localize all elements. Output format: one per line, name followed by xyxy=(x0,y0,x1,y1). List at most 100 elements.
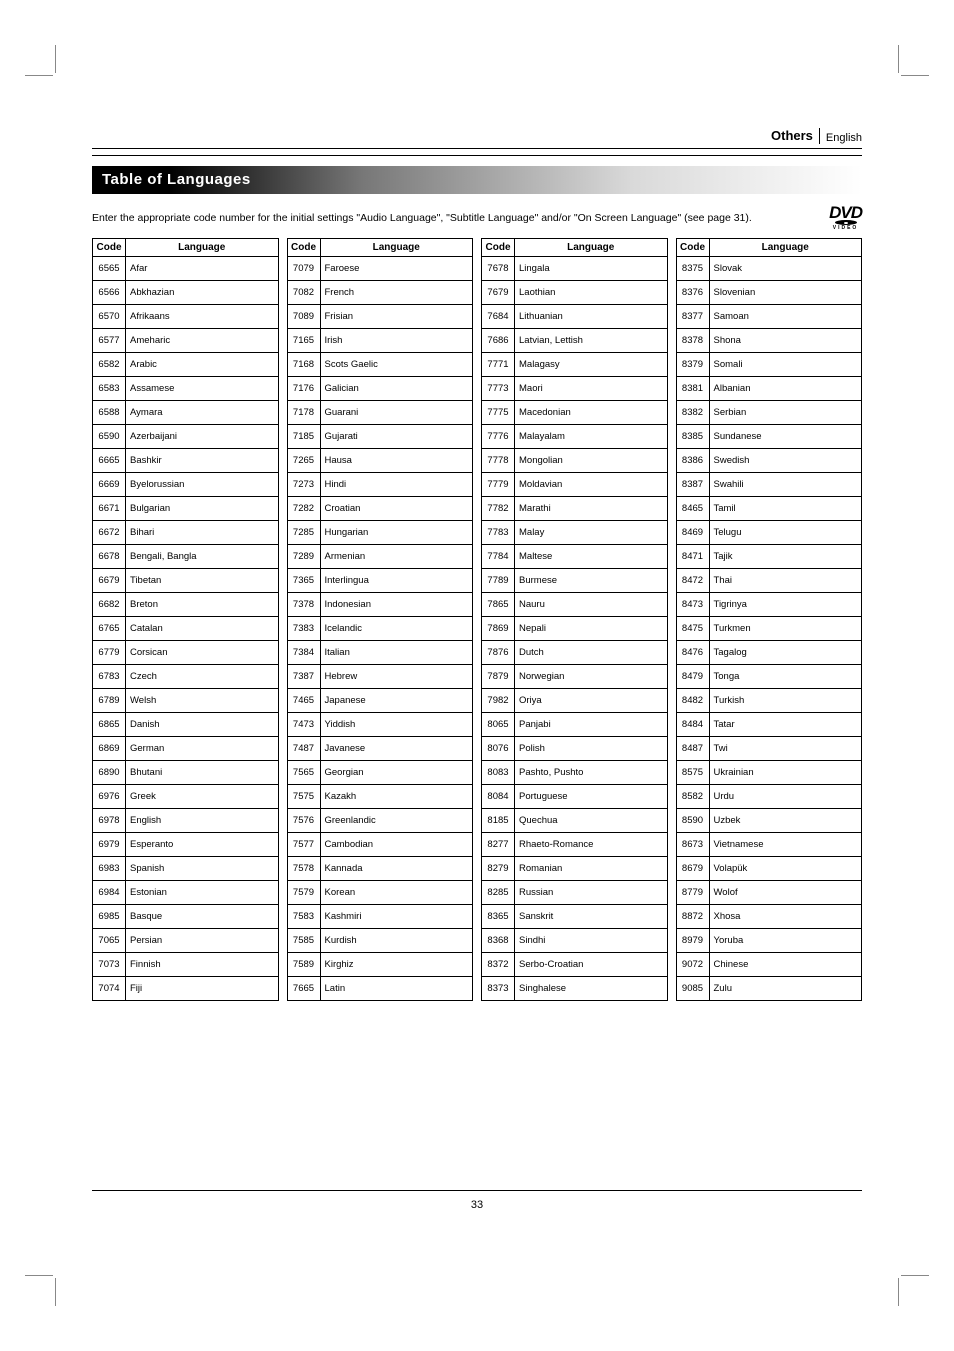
language-cell: Tagalog xyxy=(709,640,862,664)
code-cell: 8475 xyxy=(676,616,709,640)
code-cell: 8465 xyxy=(676,496,709,520)
code-cell: 8476 xyxy=(676,640,709,664)
table-row: 7779Moldavian xyxy=(482,472,668,496)
crop-mark-top-left xyxy=(25,45,65,85)
table-row: 8373Singhalese xyxy=(482,976,668,1000)
table-row: 8277Rhaeto-Romance xyxy=(482,832,668,856)
code-cell: 8872 xyxy=(676,904,709,928)
language-cell: English xyxy=(126,808,279,832)
table-row: 7273Hindi xyxy=(287,472,473,496)
language-cell: Vietnamese xyxy=(709,832,862,856)
table-row: 8484Tatar xyxy=(676,712,862,736)
code-cell: 7384 xyxy=(287,640,320,664)
language-cell: Frisian xyxy=(320,304,473,328)
language-cell: Tonga xyxy=(709,664,862,688)
code-cell: 6671 xyxy=(93,496,126,520)
language-cell: Lingala xyxy=(515,256,668,280)
code-cell: 6765 xyxy=(93,616,126,640)
language-cell: Serbian xyxy=(709,400,862,424)
language-cell: Korean xyxy=(320,880,473,904)
table-row: 6672Bihari xyxy=(93,520,279,544)
language-cell: Portuguese xyxy=(515,784,668,808)
table-row: 7073Finnish xyxy=(93,952,279,976)
table-row: 7776Malayalam xyxy=(482,424,668,448)
table-row: 7082French xyxy=(287,280,473,304)
table-row: 6789Welsh xyxy=(93,688,279,712)
code-cell: 7684 xyxy=(482,304,515,328)
language-cell: Hausa xyxy=(320,448,473,472)
table-row: 7089Frisian xyxy=(287,304,473,328)
table-row: 8476Tagalog xyxy=(676,640,862,664)
language-cell: Russian xyxy=(515,880,668,904)
page: Others English Table of Languages DVDVID… xyxy=(0,0,954,1351)
language-cell: Greenlandic xyxy=(320,808,473,832)
code-cell: 7865 xyxy=(482,592,515,616)
language-cell: Lithuanian xyxy=(515,304,668,328)
table-row: 7178Guarani xyxy=(287,400,473,424)
dvd-logo: DVDVIDEO xyxy=(829,206,862,231)
code-cell: 7365 xyxy=(287,568,320,592)
language-cell: Hebrew xyxy=(320,664,473,688)
language-cell: Aymara xyxy=(126,400,279,424)
table-row: 8473Tigrinya xyxy=(676,592,862,616)
table-row: 8482Turkish xyxy=(676,688,862,712)
language-cell: Kirghiz xyxy=(320,952,473,976)
language-cell: Oriya xyxy=(515,688,668,712)
table-row: 8285Russian xyxy=(482,880,668,904)
language-cell: Dutch xyxy=(515,640,668,664)
language-cell: Kannada xyxy=(320,856,473,880)
language-cell: Persian xyxy=(126,928,279,952)
table-row: 7585Kurdish xyxy=(287,928,473,952)
table-row: 7285Hungarian xyxy=(287,520,473,544)
language-table: CodeLanguage7678Lingala7679Laothian7684L… xyxy=(481,238,668,1001)
code-cell: 8279 xyxy=(482,856,515,880)
language-cell: Hungarian xyxy=(320,520,473,544)
language-cell: Kazakh xyxy=(320,784,473,808)
language-cell: Guarani xyxy=(320,400,473,424)
table-row: 8375Slovak xyxy=(676,256,862,280)
code-cell: 7282 xyxy=(287,496,320,520)
language-cell: Malagasy xyxy=(515,352,668,376)
table-row: 7282Croatian xyxy=(287,496,473,520)
code-cell: 8471 xyxy=(676,544,709,568)
table-row: 7578Kannada xyxy=(287,856,473,880)
code-cell: 7982 xyxy=(482,688,515,712)
table-row: 7784Maltese xyxy=(482,544,668,568)
table-row: 8084Portuguese xyxy=(482,784,668,808)
language-cell: Galician xyxy=(320,376,473,400)
language-cell: Kashmiri xyxy=(320,904,473,928)
table-row: 8487Twi xyxy=(676,736,862,760)
table-row: 6985Basque xyxy=(93,904,279,928)
table-row: 8575Ukrainian xyxy=(676,760,862,784)
code-cell: 6890 xyxy=(93,760,126,784)
language-cell: Telugu xyxy=(709,520,862,544)
code-cell: 8673 xyxy=(676,832,709,856)
code-cell: 8590 xyxy=(676,808,709,832)
table-row: 8679Volapük xyxy=(676,856,862,880)
table-row: 7865Nauru xyxy=(482,592,668,616)
table-row: 7383Icelandic xyxy=(287,616,473,640)
table-row: 6890Bhutani xyxy=(93,760,279,784)
language-cell: Urdu xyxy=(709,784,862,808)
language-table: CodeLanguage7079Faroese7082French7089Fri… xyxy=(287,238,474,1001)
code-cell: 6983 xyxy=(93,856,126,880)
code-cell: 7869 xyxy=(482,616,515,640)
code-cell: 6583 xyxy=(93,376,126,400)
table-row: 7378Indonesian xyxy=(287,592,473,616)
table-row: 8368Sindhi xyxy=(482,928,668,952)
code-cell: 6865 xyxy=(93,712,126,736)
language-cell: Wolof xyxy=(709,880,862,904)
title-band: Table of Languages xyxy=(92,166,862,194)
language-cell: Slovak xyxy=(709,256,862,280)
col-header-language: Language xyxy=(709,238,862,256)
table-row: 7465Japanese xyxy=(287,688,473,712)
code-cell: 8482 xyxy=(676,688,709,712)
table-row: 7079Faroese xyxy=(287,256,473,280)
language-cell: Sindhi xyxy=(515,928,668,952)
code-cell: 7771 xyxy=(482,352,515,376)
code-cell: 7378 xyxy=(287,592,320,616)
code-cell: 8378 xyxy=(676,328,709,352)
language-cell: Moldavian xyxy=(515,472,668,496)
language-cell: Croatian xyxy=(320,496,473,520)
language-cell: Chinese xyxy=(709,952,862,976)
